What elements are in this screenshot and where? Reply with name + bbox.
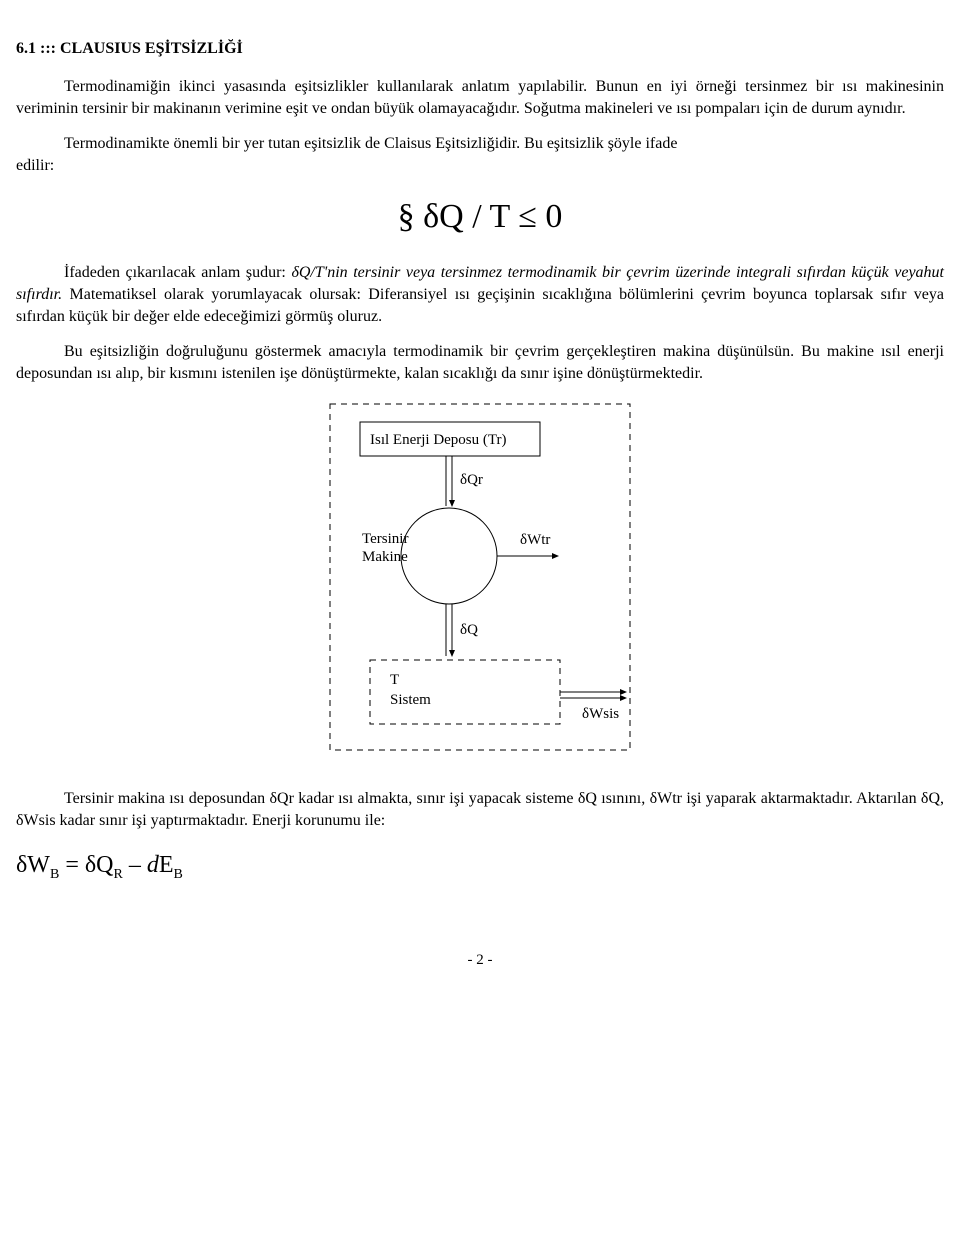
p3-a: İfadeden çıkarılacak anlam şudur: xyxy=(64,264,291,281)
eq-lhs-sub: B xyxy=(50,866,59,881)
p3-c: Matematiksel olarak yorumlayacak olursak… xyxy=(16,286,944,325)
paragraph-2-text: Termodinamikte önemli bir yer tutan eşit… xyxy=(16,133,677,155)
svg-text:T: T xyxy=(390,672,399,688)
eq-op1: = xyxy=(59,852,85,878)
section-title: 6.1 ::: CLAUSIUS EŞİTSİZLİĞİ xyxy=(16,40,944,58)
eq-lhs: δW xyxy=(16,852,50,878)
page-footer: - 2 - xyxy=(16,952,944,969)
eq-t1-sub: R xyxy=(114,866,123,881)
svg-text:δQr: δQr xyxy=(460,472,483,488)
eq-t1: δQ xyxy=(85,852,114,878)
thermo-diagram: Isıl Enerji Deposu (Tr) δQr Tersinir Makine… xyxy=(300,398,660,758)
eq-t2-sub: B xyxy=(174,866,183,881)
clausius-formula: § δQ / T ≤ 0 xyxy=(16,198,944,236)
paragraph-2: Termodinamikte önemli bir yer tutan eşit… xyxy=(16,133,944,176)
svg-text:Isıl Enerji Deposu (Tr): Isıl Enerji Deposu (Tr) xyxy=(370,432,507,448)
svg-text:Sistem: Sistem xyxy=(390,692,431,708)
paragraph-2-lead: edilir: xyxy=(16,157,54,174)
paragraph-1: Termodinamiğin ikinci yasasında eşitsizl… xyxy=(16,76,944,119)
energy-equation: δWB = δQR – dEB xyxy=(16,852,944,883)
paragraph-3: İfadeden çıkarılacak anlam şudur: δQ/T'n… xyxy=(16,262,944,327)
eq-op2: – xyxy=(123,852,147,878)
svg-text:δWtr: δWtr xyxy=(520,532,550,548)
eq-t2-rest: E xyxy=(159,852,174,878)
diagram-container: Isıl Enerji Deposu (Tr) δQr Tersinir Makine… xyxy=(16,398,944,758)
svg-text:δQ: δQ xyxy=(460,622,478,638)
svg-text:Makine: Makine xyxy=(362,549,408,565)
svg-text:δWsis: δWsis xyxy=(582,706,619,722)
paragraph-4: Bu eşitsizliğin doğruluğunu göstermek am… xyxy=(16,341,944,384)
eq-t2-d: d xyxy=(147,852,159,878)
paragraph-5: Tersinir makina ısı deposundan δQr kadar… xyxy=(16,788,944,831)
svg-text:Tersinir: Tersinir xyxy=(362,531,408,547)
